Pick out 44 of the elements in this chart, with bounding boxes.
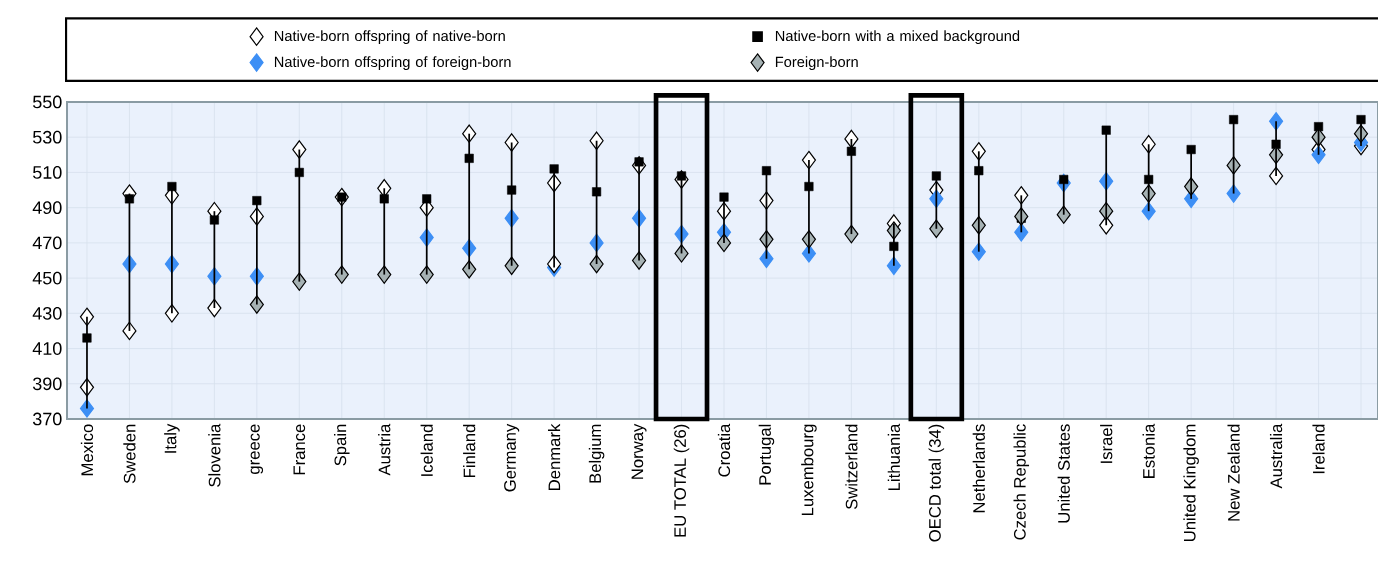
x-tick-label: Germany	[504, 423, 520, 492]
y-tick-label: 390	[32, 377, 62, 391]
legend-label: Native-born with a mixed background	[775, 30, 1020, 44]
x-tick-label: Israel	[1100, 424, 1113, 463]
x-tick-label: Czech Republic	[1013, 424, 1030, 540]
x-tick-label: Netherlands	[972, 424, 985, 513]
x-tick-label: Mexico	[80, 424, 94, 476]
x-tick-label: France	[293, 424, 306, 475]
x-tick-label: New Zealand	[1227, 424, 1240, 521]
y-tick-label: 470	[32, 236, 62, 250]
y-tick-label: 510	[32, 166, 62, 179]
x-tick-label: Switzerland	[845, 424, 858, 510]
x-tick-label: Austria	[378, 423, 391, 476]
x-tick-label: Spain	[334, 424, 350, 466]
x-tick-label: Norway	[631, 423, 647, 479]
x-tick-label: Finland	[463, 424, 476, 477]
legend-label: Native-born offspring of native-born	[274, 30, 505, 44]
x-tick-label: United States	[1057, 424, 1070, 523]
x-tick-label: greece	[250, 424, 264, 474]
x-tick-label: United Kingdom	[1183, 424, 1199, 542]
x-tick-label: Belgium	[588, 424, 605, 483]
y-tick-label: 530	[32, 130, 62, 144]
x-tick-label: Sweden	[123, 424, 136, 484]
x-tick-label: OECD total (34)	[928, 424, 945, 542]
y-tick-label: 430	[32, 306, 62, 320]
x-tick-label: Ireland	[1312, 424, 1325, 474]
x-tick-label: Estonia	[1142, 423, 1155, 478]
x-tick-label: Croatia	[717, 423, 731, 477]
x-tick-label: Italy	[164, 423, 180, 453]
y-tick-label: 490	[32, 201, 62, 215]
x-tick-label: Australia	[1269, 423, 1283, 489]
y-tick-label: 370	[32, 412, 62, 426]
legend-label: Foreign-born	[775, 56, 858, 70]
x-tick-label: EU TOTAL (26)	[673, 424, 690, 537]
y-tick-label: 550	[32, 95, 62, 109]
x-tick-label: Slovenia	[208, 423, 221, 487]
legend-label: Native-born offspring of foreign-born	[274, 56, 511, 70]
y-tick-label: 410	[32, 342, 62, 355]
y-tick-label: 450	[32, 271, 62, 285]
x-tick-label: Lithuania	[887, 423, 900, 490]
x-tick-label: Denmark	[547, 423, 561, 490]
x-tick-label: Iceland	[420, 424, 433, 476]
x-tick-label: Portugal	[758, 424, 775, 485]
x-tick-label: Luxembourg	[801, 424, 817, 515]
